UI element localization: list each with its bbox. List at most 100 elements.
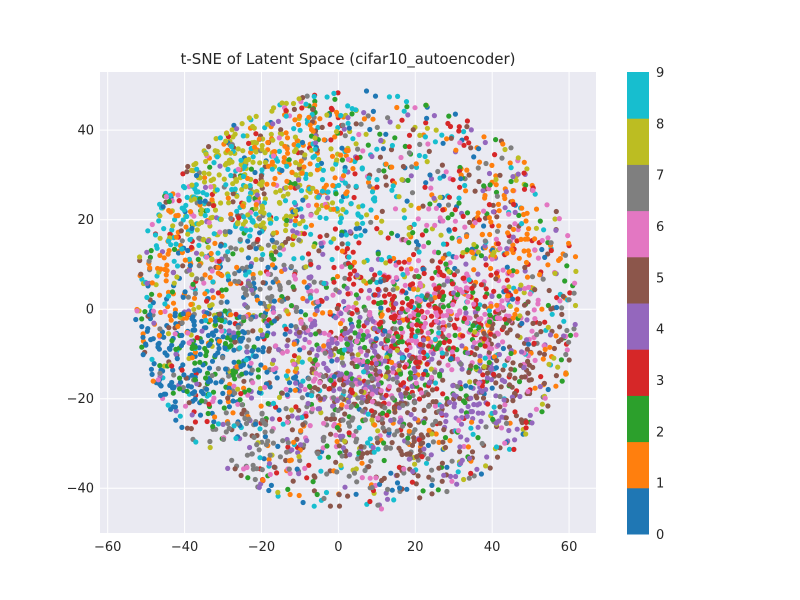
scatter-point xyxy=(429,387,436,393)
scatter-point xyxy=(235,324,241,330)
scatter-point xyxy=(465,444,471,450)
scatter-point xyxy=(445,362,451,368)
scatter-point xyxy=(437,309,443,315)
scatter-point xyxy=(430,422,436,428)
scatter-point xyxy=(501,324,507,330)
scatter-point xyxy=(218,216,224,222)
scatter-point xyxy=(482,311,488,317)
scatter-point xyxy=(412,333,419,340)
colorbar-label: 9 xyxy=(656,66,664,81)
scatter-point xyxy=(243,184,249,190)
scatter-point xyxy=(529,420,535,426)
scatter-point xyxy=(424,115,430,121)
scatter-point xyxy=(356,204,362,210)
scatter-point xyxy=(331,279,337,285)
scatter-point xyxy=(157,363,163,369)
scatter-point xyxy=(221,176,227,182)
scatter-point xyxy=(385,307,391,313)
scatter-point xyxy=(334,245,340,251)
x-tick-label: −40 xyxy=(171,540,198,555)
colorbar-label: 3 xyxy=(656,374,664,389)
scatter-point xyxy=(365,358,371,365)
scatter-point xyxy=(330,395,337,401)
scatter-point xyxy=(208,177,214,184)
colorbar-segment xyxy=(627,395,649,443)
scatter-point xyxy=(306,288,312,294)
scatter-point xyxy=(507,327,513,333)
scatter-point xyxy=(275,443,281,449)
scatter-point xyxy=(428,296,434,302)
scatter-point xyxy=(519,221,525,227)
scatter-point xyxy=(401,466,407,472)
scatter-point xyxy=(421,349,427,355)
scatter-point xyxy=(540,356,546,362)
scatter-point xyxy=(436,325,442,331)
scatter-point xyxy=(466,172,472,178)
scatter-point xyxy=(418,283,424,289)
scatter-point xyxy=(349,360,355,366)
scatter-point xyxy=(463,383,469,389)
scatter-point xyxy=(240,148,246,154)
scatter-point xyxy=(487,231,493,238)
scatter-point xyxy=(250,241,257,247)
scatter-point xyxy=(145,326,151,332)
scatter-point xyxy=(508,145,514,151)
scatter-point xyxy=(422,320,428,326)
scatter-point xyxy=(435,168,441,175)
scatter-point xyxy=(133,316,139,323)
scatter-point xyxy=(308,274,314,280)
scatter-point xyxy=(389,440,395,446)
scatter-point xyxy=(405,112,411,118)
scatter-point xyxy=(338,112,344,119)
scatter-point xyxy=(464,320,470,326)
scatter-point xyxy=(415,258,422,264)
scatter-point xyxy=(314,491,320,498)
scatter-point xyxy=(440,140,446,146)
scatter-point xyxy=(446,338,452,344)
scatter-point xyxy=(353,141,359,147)
scatter-point xyxy=(482,343,488,349)
scatter-point xyxy=(390,279,396,285)
scatter-point xyxy=(335,407,341,414)
scatter-point xyxy=(461,476,467,483)
scatter-point xyxy=(354,155,360,161)
scatter-point xyxy=(297,347,303,353)
scatter-point xyxy=(299,359,305,365)
scatter-point xyxy=(482,238,488,244)
scatter-point xyxy=(284,308,290,314)
scatter-point xyxy=(412,368,418,374)
scatter-point xyxy=(327,121,333,127)
scatter-point xyxy=(177,375,183,381)
scatter-point xyxy=(539,306,545,312)
scatter-point xyxy=(328,416,334,422)
scatter-point xyxy=(364,398,370,405)
scatter-point xyxy=(351,281,357,287)
scatter-point xyxy=(385,486,391,492)
scatter-point xyxy=(159,249,166,255)
scatter-point xyxy=(383,392,389,398)
scatter-point xyxy=(535,255,542,261)
scatter-point xyxy=(401,259,407,265)
scatter-point xyxy=(510,315,516,321)
scatter-point xyxy=(333,315,339,321)
scatter-point xyxy=(169,363,175,369)
scatter-point xyxy=(333,129,340,135)
scatter-point xyxy=(545,251,551,257)
scatter-point xyxy=(400,380,407,386)
scatter-point xyxy=(503,189,509,195)
scatter-point xyxy=(416,249,422,255)
scatter-point xyxy=(200,237,206,243)
scatter-point xyxy=(482,256,489,262)
scatter-point xyxy=(493,189,500,195)
scatter-point xyxy=(432,403,438,409)
scatter-point xyxy=(276,148,282,154)
scatter-point xyxy=(216,172,222,178)
scatter-point xyxy=(440,320,446,326)
scatter-point xyxy=(506,318,512,324)
scatter-point xyxy=(481,364,487,370)
colorbar-segment xyxy=(627,72,649,119)
scatter-point xyxy=(199,398,205,404)
scatter-point xyxy=(410,468,416,475)
scatter-point xyxy=(312,146,318,152)
scatter-point xyxy=(437,371,443,377)
